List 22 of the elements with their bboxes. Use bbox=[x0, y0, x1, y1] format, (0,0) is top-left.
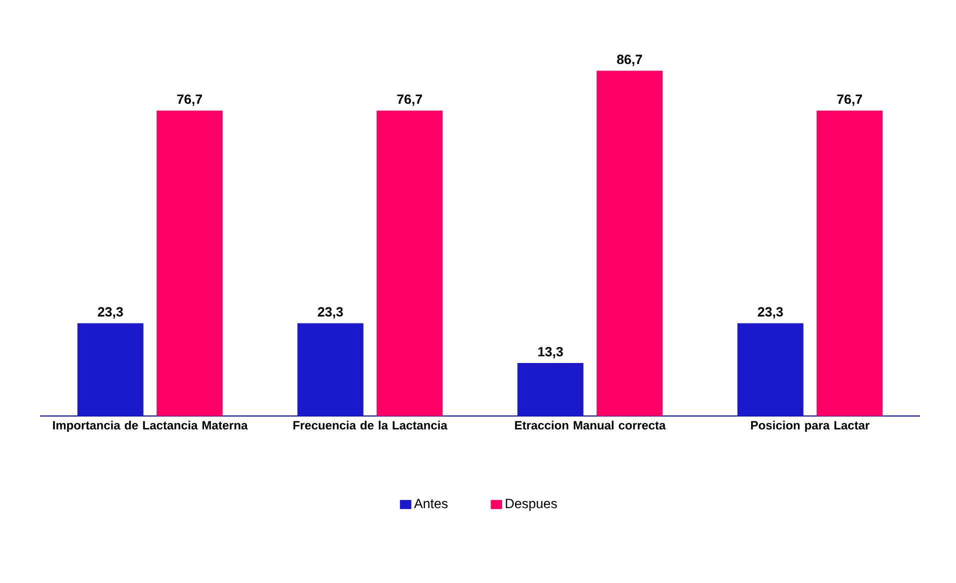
data-label: 23,3 bbox=[98, 307, 123, 319]
x-tick-label: Posicion para Lactar bbox=[751, 420, 870, 432]
data-label: 86,7 bbox=[617, 54, 642, 66]
bar bbox=[517, 363, 584, 416]
bar bbox=[297, 323, 364, 416]
data-label: 13,3 bbox=[538, 347, 563, 358]
bar bbox=[156, 110, 223, 416]
data-label: 76,7 bbox=[177, 94, 202, 106]
x-tick-label: Frecuencia de la Lactancia bbox=[293, 420, 448, 430]
bar bbox=[737, 323, 804, 416]
legend-label: Antes bbox=[414, 499, 448, 508]
bar bbox=[816, 110, 883, 416]
x-tick-label: Importancia de Lactancia Materna bbox=[53, 420, 248, 432]
x-tick-label: Etraccion Manual correcta bbox=[515, 420, 666, 430]
data-label: 76,7 bbox=[397, 94, 422, 106]
data-label: 23,3 bbox=[318, 307, 343, 319]
bar bbox=[77, 323, 144, 416]
bar bbox=[376, 110, 443, 416]
data-label: 76,7 bbox=[837, 94, 862, 106]
legend-label: Despues bbox=[506, 499, 557, 512]
bar bbox=[596, 70, 663, 416]
data-label: 23,3 bbox=[758, 307, 783, 319]
